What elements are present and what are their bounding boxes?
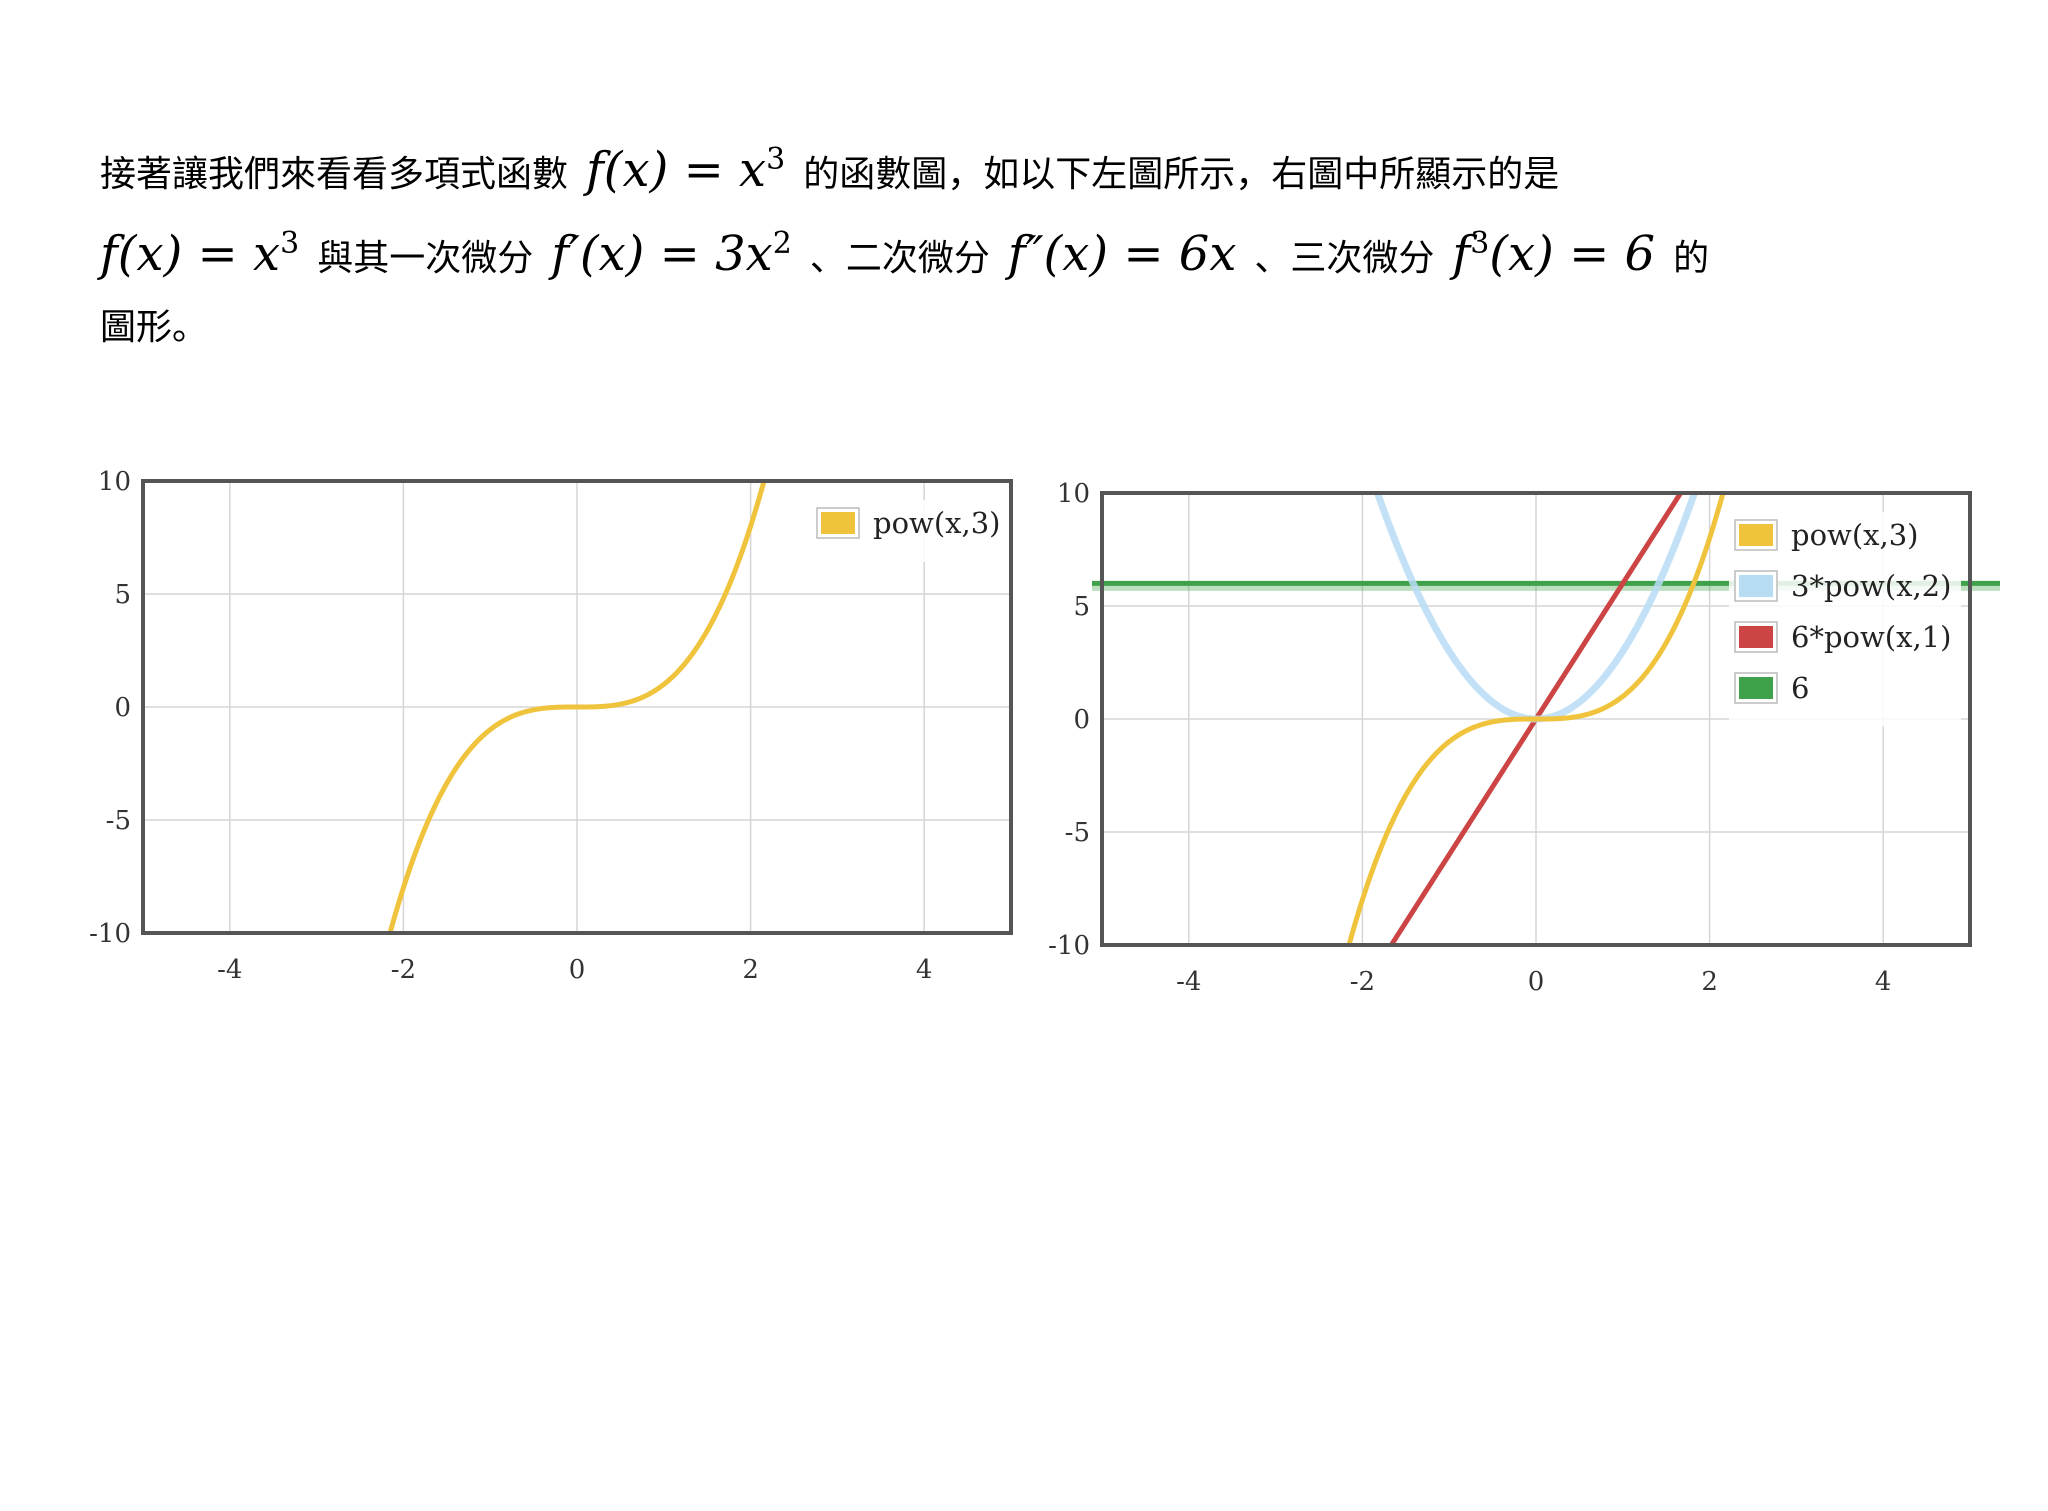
formula-fx-2: f(x) = x3 <box>100 226 300 282</box>
y-tick-label: 5 <box>114 580 131 610</box>
y-tick-label: -10 <box>89 919 131 949</box>
x-tick-label: 0 <box>569 955 586 985</box>
paragraph-line-1: 接著讓我們來看看多項式函數 f(x) = x3 的函數圖，如以下左圖所示，右圖中所顯… <box>100 118 1980 202</box>
x-tick-label: 4 <box>916 955 933 985</box>
y-tick-label: -10 <box>1048 931 1090 961</box>
legend-label: 3*pow(x,2) <box>1791 569 1951 603</box>
paragraph-line-3: 圖形。 <box>100 286 1980 370</box>
text-segment: 與其一次微分 <box>317 238 534 279</box>
legend-label: 6 <box>1791 671 1809 705</box>
legend-swatch <box>1739 524 1773 546</box>
text-segment: 、三次微分 <box>1254 238 1435 279</box>
x-tick-label: 0 <box>1528 967 1545 997</box>
y-tick-label: 0 <box>1073 705 1090 735</box>
legend-label: pow(x,3) <box>1791 518 1919 552</box>
series-line <box>1346 493 1726 945</box>
legend-label: pow(x,3) <box>873 506 1001 540</box>
y-tick-label: 0 <box>114 693 131 723</box>
x-tick-label: 4 <box>1875 967 1892 997</box>
legend-label: 6*pow(x,1) <box>1791 620 1951 654</box>
y-tick-label: 10 <box>1057 479 1090 509</box>
y-tick-label: -5 <box>1065 818 1090 848</box>
y-tick-label: 5 <box>1073 592 1090 622</box>
formula-fx: f(x) = x3 <box>586 142 786 198</box>
formula-third-derivative: f3(x) = 6 <box>1452 226 1656 282</box>
x-tick-label: -2 <box>1350 967 1375 997</box>
text-segment: 的 <box>1673 238 1710 279</box>
plot-frame <box>141 479 1013 935</box>
series-line <box>387 481 767 933</box>
text-segment: 接著讓我們來看看多項式函數 <box>100 154 569 195</box>
description-paragraph: 接著讓我們來看看多項式函數 f(x) = x3 的函數圖，如以下左圖所示，右圖中所顯… <box>100 118 1980 370</box>
x-tick-label: 2 <box>1701 967 1718 997</box>
text-segment: 的函數圖，如以下左圖所示，右圖中所顯示的是 <box>803 154 1560 195</box>
paragraph-line-2: f(x) = x3 與其一次微分 f′(x) = 3x2 、二次微分 f″(x) = 6… <box>100 202 1980 286</box>
legend-swatch <box>1739 626 1773 648</box>
legend-swatch <box>1739 677 1773 699</box>
text-segment: 圖形。 <box>100 307 209 348</box>
text-segment: 、二次微分 <box>809 238 990 279</box>
legend-swatch <box>821 512 855 534</box>
chart-right: -4 -2 0 2 4 10 5 0 -5 -10 pow(x,3) 3*pow(x,2) 6*pow(… <box>1048 479 2000 997</box>
x-tick-label: -4 <box>1176 967 1201 997</box>
formula-first-derivative: f′(x) = 3x2 <box>551 226 792 282</box>
x-tick-label: 2 <box>742 955 759 985</box>
y-tick-label: 10 <box>98 467 131 497</box>
formula-second-derivative: f″(x) = 6x <box>1007 226 1237 282</box>
y-tick-label: -5 <box>106 806 131 836</box>
legend-swatch <box>1739 575 1773 597</box>
chart-left: -4 -2 0 2 4 10 5 0 -5 -10 pow(x,3) <box>89 467 1013 985</box>
plot-frame <box>1100 491 1972 947</box>
x-tick-label: -4 <box>217 955 242 985</box>
x-tick-label: -2 <box>391 955 416 985</box>
